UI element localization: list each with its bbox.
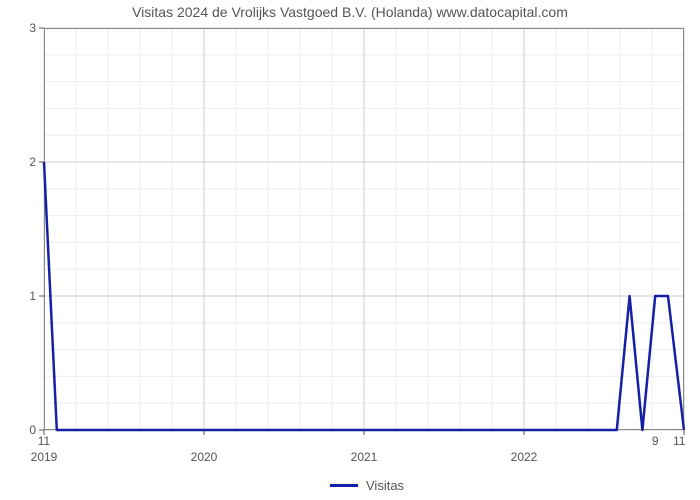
data-point-label: 9: [652, 434, 659, 448]
legend-swatch: [330, 484, 358, 487]
y-tick-label: 2: [20, 155, 36, 169]
data-point-label: 11: [38, 434, 50, 448]
y-tick-label: 0: [20, 423, 36, 437]
chart-title: Visitas 2024 de Vrolijks Vastgoed B.V. (…: [0, 4, 700, 20]
y-tick-label: 3: [20, 21, 36, 35]
x-tick-label: 2020: [191, 450, 218, 464]
chart-container: { "chart": { "type": "line", "title": "V…: [0, 0, 700, 500]
data-point-label: 11: [673, 434, 685, 448]
x-tick-label: 2021: [351, 450, 378, 464]
chart-legend: Visitas: [330, 478, 404, 493]
x-tick-label: 2022: [511, 450, 538, 464]
chart-plot: [44, 28, 684, 442]
y-tick-label: 1: [20, 289, 36, 303]
x-tick-label: 2019: [31, 450, 58, 464]
legend-label: Visitas: [366, 478, 404, 493]
